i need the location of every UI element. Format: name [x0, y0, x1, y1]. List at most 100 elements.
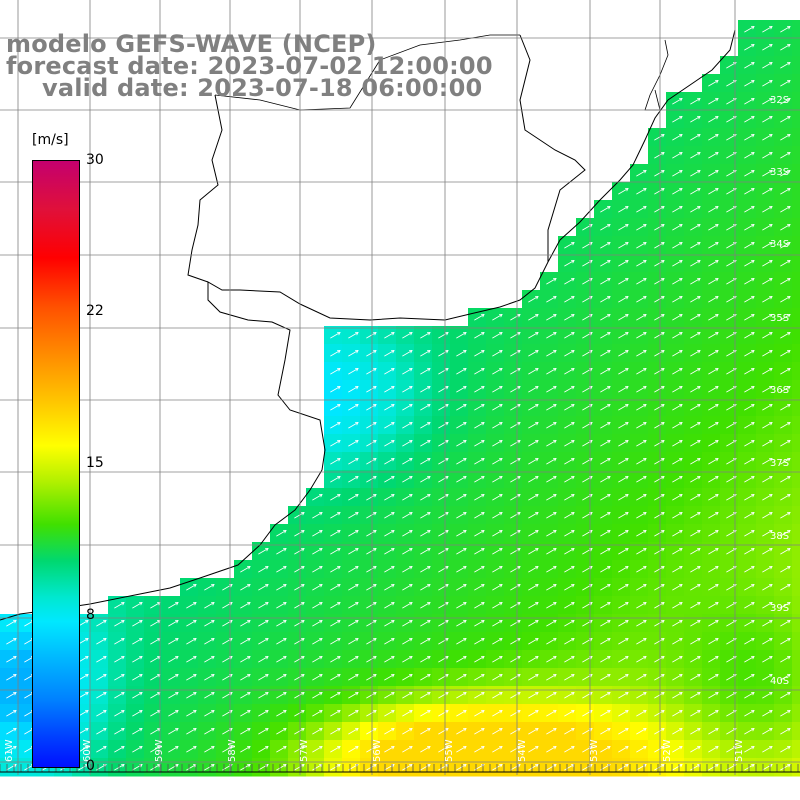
wind-arrow: [204, 727, 215, 735]
wind-speed-cell: [666, 452, 685, 471]
wind-speed-cell: [792, 506, 800, 525]
wind-arrow: [492, 691, 503, 699]
wind-speed-cell: [504, 434, 523, 453]
wind-speed-cell: [324, 434, 343, 453]
wind-speed-cell: [666, 632, 685, 651]
wind-speed-cell: [270, 632, 289, 651]
wind-speed-cell: [684, 596, 703, 615]
wind-speed-cell: [450, 506, 469, 525]
wind-arrow: [528, 493, 539, 501]
wind-speed-cell: [486, 416, 505, 435]
wind-arrow: [672, 241, 683, 249]
wind-arrow: [762, 493, 773, 501]
wind-speed-cell: [324, 596, 343, 615]
wind-arrow: [402, 367, 413, 375]
wind-speed-cell: [594, 218, 613, 237]
wind-arrow: [618, 601, 629, 609]
wind-arrow: [654, 529, 665, 537]
wind-speed-cell: [756, 200, 775, 219]
wind-speed-cell: [486, 668, 505, 687]
wind-arrow: [294, 511, 305, 519]
wind-speed-cell: [756, 686, 775, 705]
wind-arrow: [402, 601, 413, 609]
wind-speed-cell: [522, 632, 541, 651]
wind-arrow: [762, 313, 773, 321]
wind-speed-cell: [378, 704, 397, 723]
wind-speed-cell: [756, 146, 775, 165]
wind-arrow: [780, 439, 791, 447]
wind-arrow: [654, 727, 665, 735]
wind-arrow: [474, 601, 485, 609]
wind-arrow: [744, 565, 755, 573]
wind-arrow: [420, 727, 431, 735]
wind-arrow: [330, 367, 341, 375]
wind-speed-cell: [774, 236, 793, 255]
wind-speed-cell: [360, 596, 379, 615]
longitude-label: 60W: [82, 739, 93, 762]
wind-speed-cell: [252, 542, 271, 561]
wind-speed-cell: [342, 650, 361, 669]
wind-arrow: [762, 241, 773, 249]
wind-speed-cell: [774, 524, 793, 543]
wind-speed-cell: [216, 668, 235, 687]
lagoon-path: [644, 39, 669, 111]
wind-arrow: [330, 421, 341, 429]
wind-arrow: [564, 583, 575, 591]
wind-speed-cell: [738, 560, 757, 579]
wind-arrow: [708, 259, 719, 267]
wind-arrow: [780, 583, 791, 591]
wind-arrow: [240, 709, 251, 717]
wind-speed-cell: [432, 596, 451, 615]
wind-arrow: [672, 709, 683, 717]
latitude-label: 39S: [770, 603, 789, 614]
wind-speed-cell: [774, 182, 793, 201]
wind-speed-cell: [612, 542, 631, 561]
wind-speed-cell: [468, 308, 487, 327]
wind-speed-cell: [756, 722, 775, 741]
wind-arrow: [600, 439, 611, 447]
wind-speed-cell: [108, 650, 127, 669]
wind-arrow: [294, 673, 305, 681]
wind-arrow: [402, 421, 413, 429]
wind-speed-cell: [738, 488, 757, 507]
wind-arrow: [438, 493, 449, 501]
wind-arrow: [762, 457, 773, 465]
wind-speed-cell: [756, 56, 775, 75]
wind-arrow: [348, 367, 359, 375]
wind-speed-cell: [738, 56, 757, 75]
wind-speed-cell: [756, 452, 775, 471]
wind-arrow: [96, 673, 107, 681]
wind-speed-cell: [270, 668, 289, 687]
wind-arrow: [654, 349, 665, 357]
wind-speed-cell: [684, 524, 703, 543]
wind-arrow: [636, 709, 647, 717]
wind-arrow: [564, 367, 575, 375]
wind-speed-cell: [378, 578, 397, 597]
wind-arrow: [456, 511, 467, 519]
wind-speed-cell: [594, 488, 613, 507]
wind-speed-cell: [450, 650, 469, 669]
wind-speed-cell: [270, 578, 289, 597]
wind-arrow: [690, 223, 701, 231]
wind-arrow: [348, 529, 359, 537]
wind-speed-cell: [774, 74, 793, 93]
wind-arrow: [690, 439, 701, 447]
wind-speed-cell: [540, 686, 559, 705]
wind-arrow: [672, 547, 683, 555]
wind-arrow: [780, 151, 791, 159]
wind-speed-cell: [450, 380, 469, 399]
wind-arrow: [780, 529, 791, 537]
wind-arrow: [294, 763, 305, 771]
longitude-label: 51W: [734, 739, 745, 762]
wind-arrow: [402, 565, 413, 573]
wind-arrow: [564, 295, 575, 303]
wind-arrow: [114, 619, 125, 627]
wind-arrow: [600, 349, 611, 357]
wind-speed-cell: [504, 632, 523, 651]
wind-arrow: [492, 529, 503, 537]
wind-speed-cell: [324, 488, 343, 507]
wind-arrow: [6, 727, 17, 735]
wind-arrow: [636, 475, 647, 483]
wind-arrow: [330, 475, 341, 483]
wind-speed-cell: [720, 236, 739, 255]
